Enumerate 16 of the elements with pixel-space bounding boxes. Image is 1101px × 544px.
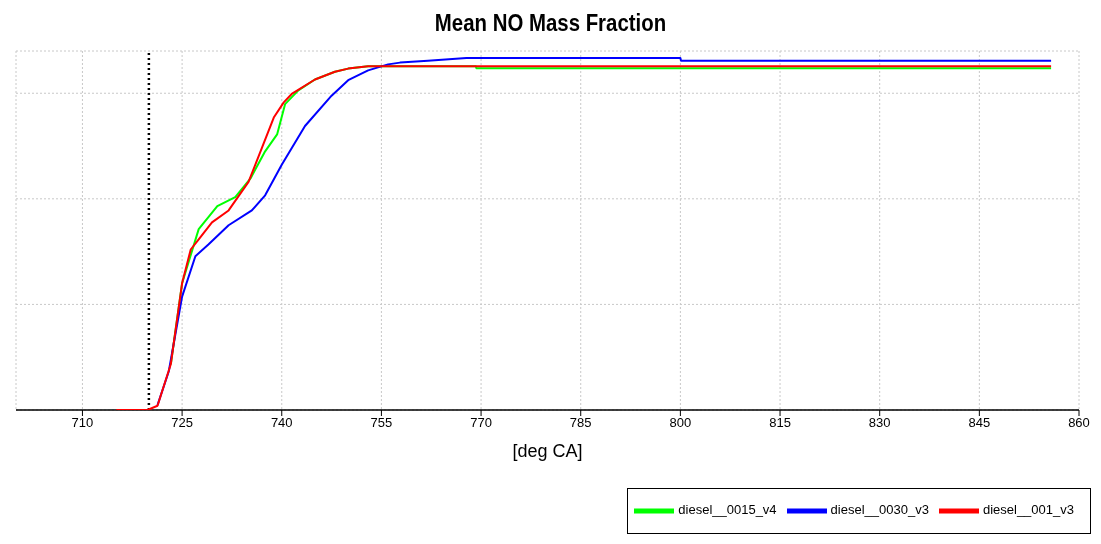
- x-tick-label: 845: [968, 415, 991, 431]
- x-tick-label: 830: [868, 415, 891, 431]
- x-tick-label: 755: [370, 415, 393, 431]
- x-tick-label: 725: [171, 415, 193, 431]
- legend-label: diesel__0015_v4: [678, 502, 777, 518]
- legend-label: diesel__0030_v3: [830, 502, 929, 518]
- x-tick-label: 800: [669, 415, 692, 431]
- x-axis-title: [deg CA]: [512, 440, 583, 461]
- x-tick-label: 860: [1068, 415, 1090, 431]
- x-tick-label: 710: [71, 415, 94, 431]
- x-tick-label: 785: [569, 415, 592, 431]
- x-tick-label: 815: [769, 415, 791, 431]
- legend-label: diesel__001_v3: [982, 502, 1074, 518]
- x-tick-label: 770: [470, 415, 492, 431]
- x-tick-label: 740: [270, 415, 293, 431]
- chart-title: Mean NO Mass Fraction: [433, 8, 668, 38]
